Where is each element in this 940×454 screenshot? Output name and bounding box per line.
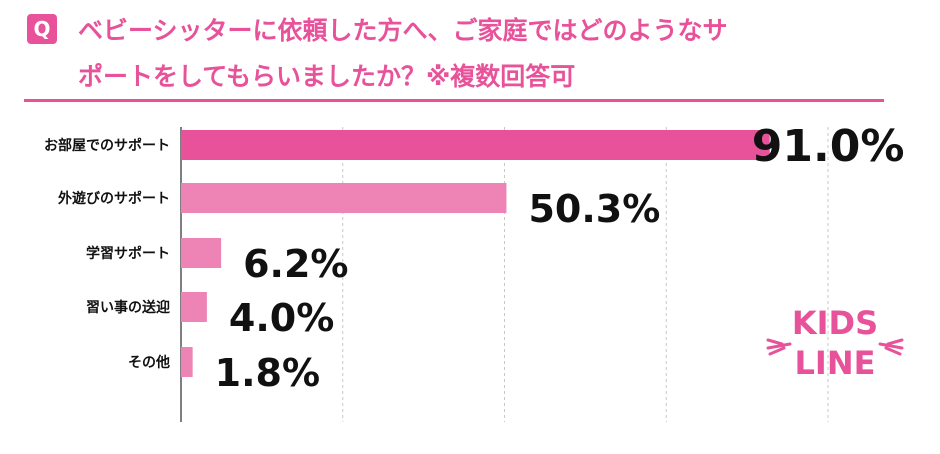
question-badge: Q — [27, 14, 57, 44]
logo-text-line2: LINE — [795, 344, 876, 382]
question-title: ベビーシッターに依頼した方へ、ご家庭ではどのようなサ ポートをしてもらいましたか… — [78, 8, 898, 100]
bar — [181, 130, 770, 160]
data-label: 50.3% — [528, 187, 660, 231]
logo-text-line1: KIDS — [792, 304, 878, 342]
question-line-1: ベビーシッターに依頼した方へ、ご家庭ではどのようなサ — [78, 16, 728, 45]
title-divider — [24, 99, 884, 102]
data-label: 91.0% — [752, 121, 905, 172]
category-label: 学習サポート — [86, 245, 170, 262]
category-label: その他 — [128, 354, 170, 371]
category-label: 習い事の送迎 — [86, 299, 170, 316]
question-line-2: ポートをしてもらいましたか？※複数回答可 — [78, 62, 576, 91]
bar — [181, 183, 507, 213]
data-label: 1.8% — [215, 351, 320, 395]
category-label: お部屋でのサポート — [44, 137, 170, 154]
logo-left-arm — [766, 338, 792, 356]
bar — [181, 292, 207, 322]
category-label: 外遊びのサポート — [58, 190, 170, 207]
kids-line-logo: KIDS LINE — [766, 304, 904, 382]
bar — [181, 347, 193, 377]
bar — [181, 238, 222, 268]
data-label: 4.0% — [229, 296, 334, 340]
logo-right-arm — [878, 338, 904, 356]
data-label: 6.2% — [243, 242, 348, 286]
